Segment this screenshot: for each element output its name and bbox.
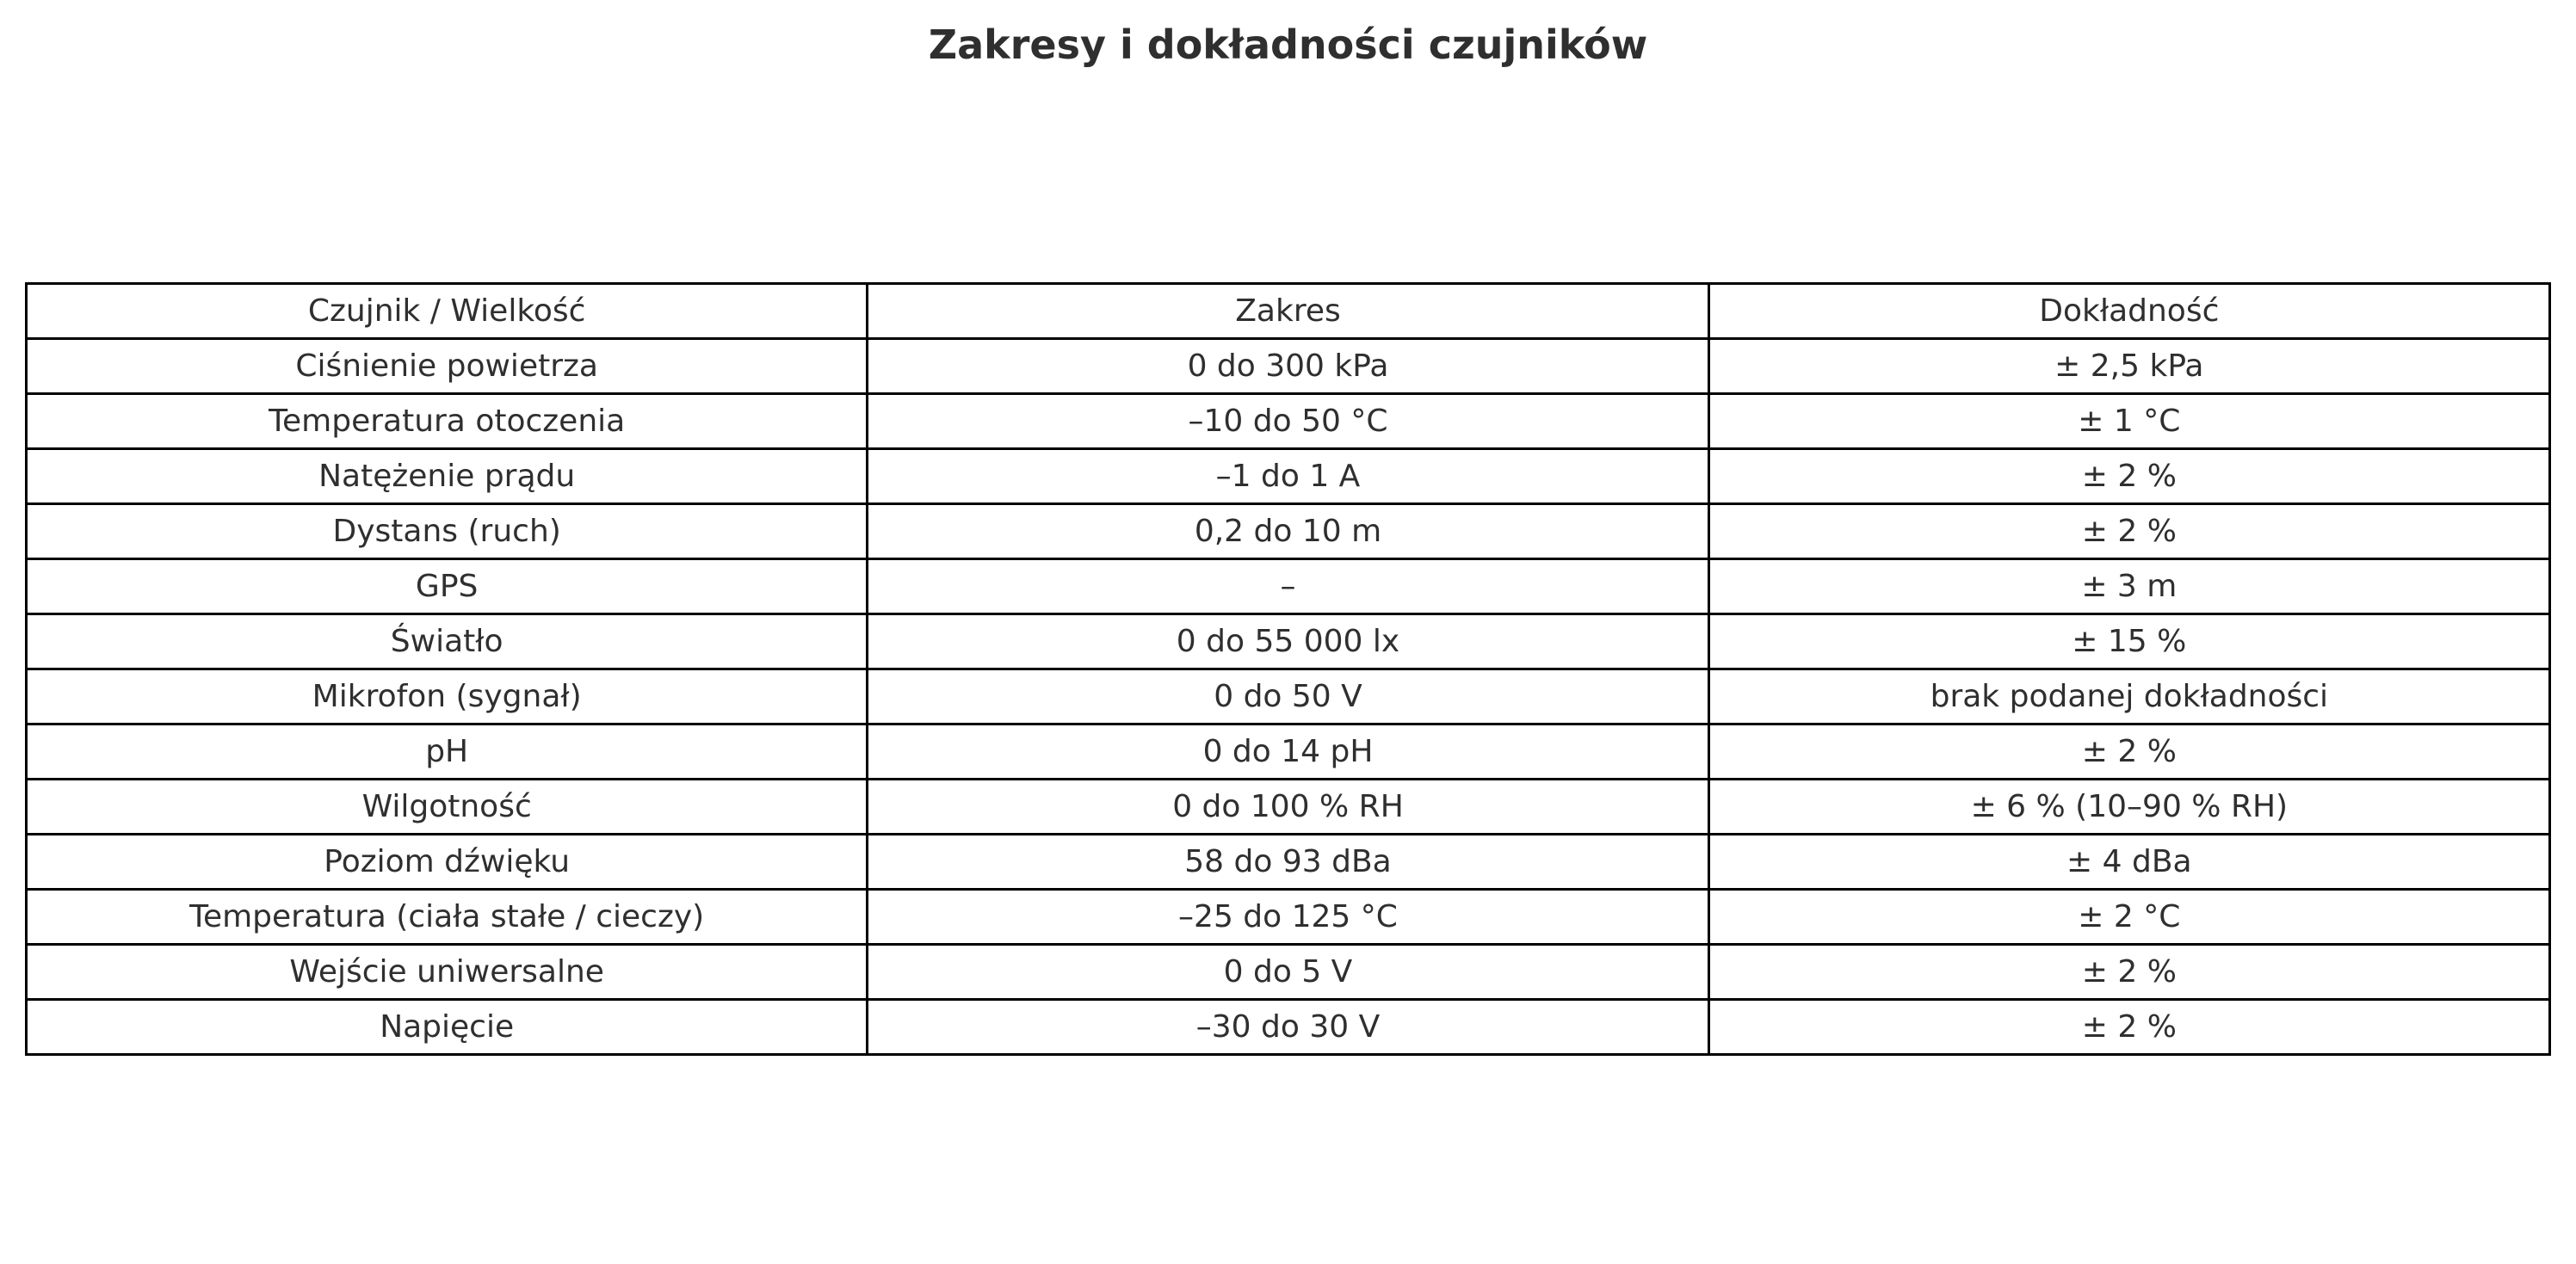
- table-cell: 0 do 14 pH: [866, 723, 1710, 780]
- table-cell: 0 do 50 V: [866, 668, 1710, 725]
- column-header: Czujnik / Wielkość: [24, 282, 869, 340]
- table-cell: 0 do 5 V: [866, 943, 1710, 1001]
- table-cell: Mikrofon (sygnał): [24, 668, 869, 725]
- table-cell: 0 do 100 % RH: [866, 778, 1710, 835]
- table-header-row: Czujnik / Wielkość Zakres Dokładność: [24, 282, 2552, 340]
- table-row: Napięcie –30 do 30 V ± 2 %: [24, 998, 2552, 1056]
- table-cell: 0 do 55 000 lx: [866, 613, 1710, 670]
- table-cell: pH: [24, 723, 869, 780]
- table-cell: –30 do 30 V: [866, 998, 1710, 1056]
- table-cell: 58 do 93 dBa: [866, 833, 1710, 891]
- table-cell: ± 2 %: [1707, 447, 2552, 505]
- table-cell: Temperatura (ciała stałe / cieczy): [24, 888, 869, 946]
- table-cell: ± 2 °C: [1707, 888, 2552, 946]
- table-row: Wilgotność 0 do 100 % RH ± 6 % (10–90 % RH…: [24, 778, 2552, 835]
- table-cell: ± 4 dBa: [1707, 833, 2552, 891]
- sensor-table: Czujnik / Wielkość Zakres Dokładność Ciśnie…: [24, 282, 2552, 1056]
- table-cell: Natężenie prądu: [24, 447, 869, 505]
- table-cell: Napięcie: [24, 998, 869, 1056]
- table-cell: –10 do 50 °C: [866, 392, 1710, 450]
- table-cell: ± 2 %: [1707, 943, 2552, 1001]
- table-cell: GPS: [24, 558, 869, 615]
- table-row: Temperatura otoczenia –10 do 50 °C ± 1 °C: [24, 392, 2552, 450]
- table-cell: –: [866, 558, 1710, 615]
- table-cell: 0,2 do 10 m: [866, 503, 1710, 560]
- table-cell: ± 2 %: [1707, 723, 2552, 780]
- table-cell: Dystans (ruch): [24, 503, 869, 560]
- table-cell: ± 2 %: [1707, 503, 2552, 560]
- table-cell: ± 2 %: [1707, 998, 2552, 1056]
- table-cell: Temperatura otoczenia: [24, 392, 869, 450]
- table-row: Wejście uniwersalne 0 do 5 V ± 2 %: [24, 943, 2552, 1001]
- table-cell: brak podanej dokładności: [1707, 668, 2552, 725]
- table-cell: 0 do 300 kPa: [866, 337, 1710, 395]
- column-header: Zakres: [866, 282, 1710, 340]
- column-header: Dokładność: [1707, 282, 2552, 340]
- table-row: Temperatura (ciała stałe / cieczy) –25 do…: [24, 888, 2552, 946]
- table-row: Natężenie prądu –1 do 1 A ± 2 %: [24, 447, 2552, 505]
- page-title: Zakresy i dokładności czujników: [928, 22, 1648, 68]
- table-cell: Wejście uniwersalne: [24, 943, 869, 1001]
- table-row: Poziom dźwięku 58 do 93 dBa ± 4 dBa: [24, 833, 2552, 891]
- table-cell: ± 15 %: [1707, 613, 2552, 670]
- table-cell: Światło: [24, 613, 869, 670]
- table-cell: –1 do 1 A: [866, 447, 1710, 505]
- table-row: pH 0 do 14 pH ± 2 %: [24, 723, 2552, 780]
- table-row: Ciśnienie powietrza 0 do 300 kPa ± 2,5 kPa: [24, 337, 2552, 395]
- table-cell: ± 3 m: [1707, 558, 2552, 615]
- table-row: Światło 0 do 55 000 lx ± 15 %: [24, 613, 2552, 670]
- table-cell: ± 6 % (10–90 % RH): [1707, 778, 2552, 835]
- table-cell: Poziom dźwięku: [24, 833, 869, 891]
- table-row: Dystans (ruch) 0,2 do 10 m ± 2 %: [24, 503, 2552, 560]
- table-cell: Wilgotność: [24, 778, 869, 835]
- table-cell: –25 do 125 °C: [866, 888, 1710, 946]
- table-cell: Ciśnienie powietrza: [24, 337, 869, 395]
- table-cell: ± 1 °C: [1707, 392, 2552, 450]
- table-row: GPS – ± 3 m: [24, 558, 2552, 615]
- table-cell: ± 2,5 kPa: [1707, 337, 2552, 395]
